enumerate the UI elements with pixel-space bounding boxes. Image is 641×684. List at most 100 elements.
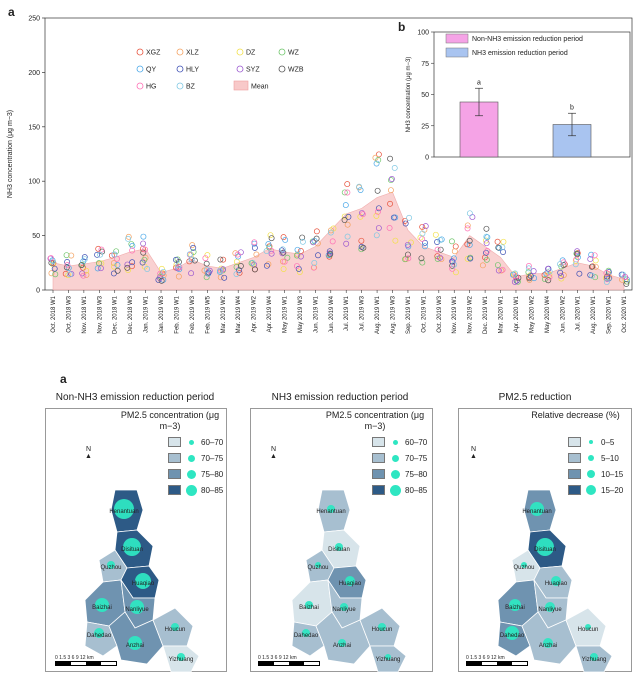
site-point (483, 225, 490, 232)
x-tick-label: Sep. 2019 W1 (406, 295, 412, 334)
legend-dot (589, 440, 593, 444)
legend-label: HLY (186, 67, 199, 74)
scalebar-3: 0 1.5 3 6 9 12 km (466, 655, 528, 666)
town-label: Disituan (534, 547, 556, 553)
site-point (293, 252, 300, 259)
site-point (557, 261, 564, 268)
site-point (500, 249, 507, 255)
x-tick-label: Aug. 2019 W1 (375, 295, 381, 334)
legend-label: WZ (288, 50, 300, 57)
map-title-3: PM2.5 reduction (498, 392, 572, 403)
inset-y-tick-label: 50 (421, 92, 429, 99)
site-point (329, 238, 336, 245)
map2-legend-title: PM2.5 concentration (μg m−3) (325, 410, 425, 431)
legend-swatch (568, 485, 581, 495)
site-point (449, 258, 456, 265)
north-arrow-3: N ▲ (470, 446, 477, 460)
pm-dot (128, 636, 142, 650)
site-point (204, 252, 211, 259)
pm-dot (305, 601, 313, 609)
pm-dot (545, 602, 555, 612)
map3-legend-item: 0–5 (568, 436, 614, 448)
pm-dot (585, 624, 591, 630)
site-point (373, 160, 380, 167)
site-point (545, 277, 552, 284)
map-title-2: NH3 emission reduction period (271, 392, 409, 403)
legend-swatch (372, 469, 385, 479)
x-tick-label: Dec. 2019 W1 (483, 295, 489, 334)
site-point (299, 234, 306, 241)
town-label: Henantuan (316, 509, 345, 515)
site-point (530, 268, 537, 275)
site-point (437, 254, 443, 261)
pm-dot (302, 629, 310, 637)
site-point (202, 255, 209, 262)
x-tick-label: Mar. 2019 W2 (221, 295, 227, 333)
legend-label: HG (146, 84, 157, 91)
site-point (589, 263, 596, 270)
site-point (203, 266, 210, 273)
legend-label: DZ (246, 50, 256, 57)
x-tick-label: Jun. 2020 W2 (560, 295, 566, 333)
site-point (375, 225, 382, 231)
significance-letter: b (570, 104, 574, 111)
north-arrow-icon: ▲ (85, 453, 92, 460)
site-point (494, 238, 501, 245)
site-point (605, 275, 612, 282)
x-tick-label: Nov. 2019 W2 (468, 295, 474, 333)
site-point (114, 267, 121, 274)
site-point (526, 275, 533, 282)
site-point (360, 244, 367, 251)
site-point (588, 251, 595, 258)
panel-letter-b: b (398, 20, 406, 34)
x-tick-label: Jul. 2019 W3 (360, 295, 366, 331)
site-point (375, 157, 382, 163)
site-point (558, 275, 565, 282)
y-tick-label: 100 (28, 179, 40, 186)
legend-dot (186, 469, 196, 479)
x-tick-label: Sep. 2020 W1 (607, 295, 613, 334)
site-point (268, 235, 275, 242)
x-tick-label: Nov. 2018 W3 (97, 295, 103, 333)
site-point (574, 248, 581, 255)
site-point (129, 242, 136, 249)
town-dahedao (84, 621, 118, 657)
site-point (110, 260, 117, 267)
x-tick-label: Jun. 2019 W4 (329, 295, 335, 333)
town-label: Henantuan (522, 509, 551, 515)
site-point (402, 217, 408, 224)
x-tick-label: May 2020 W4 (545, 295, 551, 333)
site-point (421, 243, 428, 250)
site-point (525, 265, 532, 272)
site-point (386, 224, 393, 231)
site-point (189, 242, 196, 249)
site-point (387, 187, 394, 194)
site-point (114, 262, 121, 268)
site-point (97, 265, 104, 272)
legend-swatch (168, 485, 181, 495)
x-tick-label: Feb. 2019 W3 (190, 295, 196, 333)
site-point (418, 255, 425, 262)
x-tick-label: May 2019 W1 (282, 295, 288, 333)
town-label: Yizhuang (169, 657, 194, 663)
site-point (483, 240, 490, 247)
site-point (373, 212, 380, 219)
pm-dot (335, 543, 343, 551)
map1-legend-item: 60–70 (168, 436, 223, 448)
site-point (375, 151, 382, 158)
inset-y-tick-label: 25 (421, 123, 429, 130)
site-point (327, 251, 334, 257)
legend-label: QY (146, 67, 156, 74)
site-point (558, 273, 565, 280)
site-point (190, 244, 197, 251)
town-label: Nanliyue (125, 607, 149, 613)
site-point (80, 258, 87, 265)
site-point (186, 251, 193, 258)
site-point (49, 258, 56, 265)
town-label: Quzhou (513, 565, 534, 571)
site-point (206, 267, 213, 274)
map2-legend-item: 60–70 (372, 436, 427, 448)
site-point (356, 183, 363, 190)
pm-dot (107, 561, 115, 569)
site-point (483, 233, 490, 240)
